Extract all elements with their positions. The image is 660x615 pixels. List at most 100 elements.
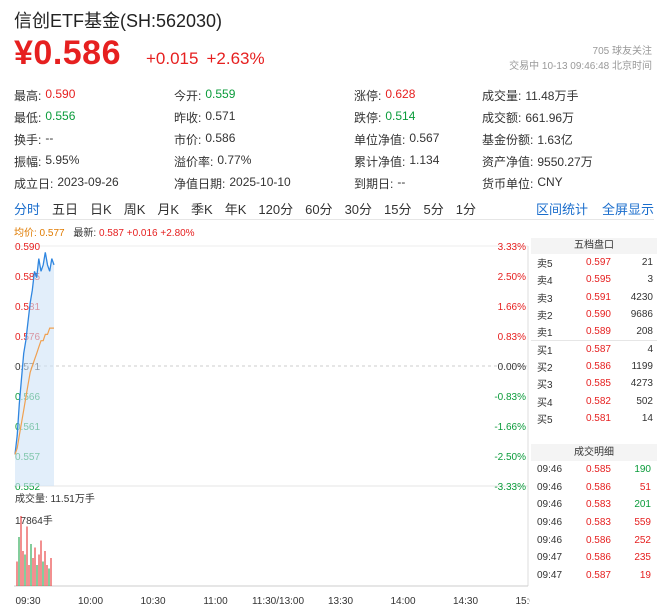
order-qty: 502 (636, 395, 653, 407)
last-price-label: 最新: (73, 228, 97, 239)
quote-label: 单位净值: (354, 132, 406, 147)
quote-row: 换手: -- 市价: 0.586 单位净值: 0.567 基金份额: 1.63亿 (14, 128, 654, 150)
quote-label: 涨停: (354, 88, 382, 103)
trade-time: 09:46 (537, 499, 563, 511)
chart-tools: 区间统计 全屏显示 (522, 199, 654, 218)
trade-qty: 201 (634, 499, 651, 511)
trade-qty: 19 (639, 569, 651, 581)
tab-12[interactable]: 1分 (455, 202, 476, 217)
quote-value: 1.63亿 (537, 132, 573, 147)
trade-row: 09:46 0.583 201 (531, 496, 657, 514)
trade-row: 09:46 0.585 190 (531, 461, 657, 479)
tab-0[interactable]: 分时 (14, 202, 41, 217)
followers-count[interactable]: 705 球友关注 (592, 46, 652, 57)
quote-cell: 累计净值: 1.134 (354, 153, 482, 170)
tab-4[interactable]: 月K (157, 202, 180, 217)
order-qty: 3 (647, 274, 653, 286)
price-area (15, 252, 54, 486)
quote-value: 661.96万 (525, 110, 575, 125)
quote-value: 1.134 (409, 152, 440, 167)
trade-time: 09:46 (537, 481, 563, 493)
quote-cell: 成交额: 661.96万 (482, 109, 654, 126)
quote-label: 净值日期: (174, 176, 226, 191)
quote-label: 成交额: (482, 110, 522, 125)
trade-row: 09:46 0.583 559 (531, 514, 657, 532)
quote-value: 0.559 (205, 86, 236, 101)
price-tick-label: 0.590 (15, 242, 40, 253)
quote-value: 9550.27万 (537, 154, 593, 169)
quote-cell: 单位净值: 0.567 (354, 131, 482, 148)
tab-1[interactable]: 五日 (52, 202, 79, 217)
tab-11[interactable]: 5分 (423, 202, 444, 217)
pct-tick-label: 1.66% (498, 302, 526, 313)
quote-value: 0.628 (385, 86, 416, 101)
pct-tick-label: -0.83% (494, 392, 526, 403)
quote-value: 0.571 (205, 108, 236, 123)
pct-tick-label: 3.33% (498, 242, 526, 253)
quote-cell: 换手: -- (14, 131, 174, 148)
quote-cell: 基金份额: 1.63亿 (482, 131, 654, 148)
time-tick-label: 15:00 (515, 596, 530, 607)
time-tick-label: 10:00 (78, 596, 103, 607)
quote-label: 今开: (174, 88, 202, 103)
pct-tick-label: 2.50% (498, 272, 526, 283)
header-meta: 705 球友关注 交易中 10-13 09:46:48 北京时间 (509, 44, 652, 74)
trade-time: 09:46 (537, 517, 563, 529)
volume-max-label: 17864手 (15, 514, 53, 527)
tab-5[interactable]: 季K (191, 202, 213, 217)
order-book-row: 卖5 0.597 21 (531, 254, 657, 271)
time-tick-label: 09:30 (15, 596, 40, 607)
avg-price-label: 均价: 0.577 (14, 228, 65, 239)
order-price: 0.587 (585, 344, 611, 356)
time-tick-label: 14:30 (453, 596, 478, 607)
quote-cell: 溢价率: 0.77% (174, 153, 354, 170)
time-tick-label: 13:30 (328, 596, 353, 607)
quote-value: 2023-09-26 (57, 174, 119, 189)
order-qty: 21 (641, 257, 653, 269)
order-qty: 9686 (630, 309, 653, 321)
trade-time: 09:47 (537, 552, 563, 564)
volume-label: 成交量: 11.51万手 (15, 492, 95, 505)
trade-time: 09:46 (537, 534, 563, 546)
tab-8[interactable]: 60分 (305, 202, 333, 217)
intraday-chart[interactable]: 0.5900.5850.5810.5760.5710.5660.5610.557… (0, 238, 530, 610)
trade-time: 09:46 (537, 464, 563, 476)
order-price: 0.590 (585, 309, 611, 321)
quote-label: 到期日: (354, 176, 394, 191)
trade-time: 09:47 (537, 569, 563, 581)
tab-7[interactable]: 120分 (258, 202, 294, 217)
order-price: 0.586 (585, 360, 611, 372)
quote-label: 换手: (14, 132, 42, 147)
quote-label: 基金份额: (482, 132, 534, 147)
order-book-row: 卖3 0.591 4230 (531, 289, 657, 306)
tab-6[interactable]: 年K (224, 202, 247, 217)
trade-price: 0.586 (585, 481, 611, 493)
change-percent: +2.63% (206, 49, 265, 68)
quote-value: 0.514 (385, 108, 416, 123)
quote-row: 最低: 0.556 昨收: 0.571 跌停: 0.514 成交额: 661.96万 (14, 106, 654, 128)
range-stats-button[interactable]: 区间统计 (535, 202, 588, 217)
tab-9[interactable]: 30分 (344, 202, 373, 217)
quote-cell: 资产净值: 9550.27万 (482, 153, 654, 170)
quote-label: 最低: (14, 110, 42, 125)
trade-row: 09:46 0.586 252 (531, 531, 657, 549)
order-qty: 14 (641, 412, 653, 424)
trade-qty: 235 (634, 552, 651, 564)
quote-cell: 成立日: 2023-09-26 (14, 175, 174, 192)
tab-2[interactable]: 日K (90, 202, 112, 217)
quote-cell: 昨收: 0.571 (174, 109, 354, 126)
order-level: 卖4 (537, 276, 553, 288)
quote-cell: 最高: 0.590 (14, 87, 174, 104)
order-price: 0.581 (585, 412, 611, 424)
tab-3[interactable]: 周K (123, 202, 146, 217)
order-book-row: 买3 0.585 4273 (531, 375, 657, 392)
time-tick-label: 10:30 (140, 596, 165, 607)
tab-10[interactable]: 15分 (384, 202, 412, 217)
quote-label: 最高: (14, 88, 42, 103)
trade-row: 09:47 0.587 19 (531, 567, 657, 585)
trade-row: 09:47 0.586 235 (531, 549, 657, 567)
price-tick-label: 0.585 (15, 272, 40, 283)
quote-value: 5.95% (45, 152, 80, 167)
fullscreen-button[interactable]: 全屏显示 (601, 202, 654, 217)
quote-value: 0.567 (409, 130, 440, 145)
